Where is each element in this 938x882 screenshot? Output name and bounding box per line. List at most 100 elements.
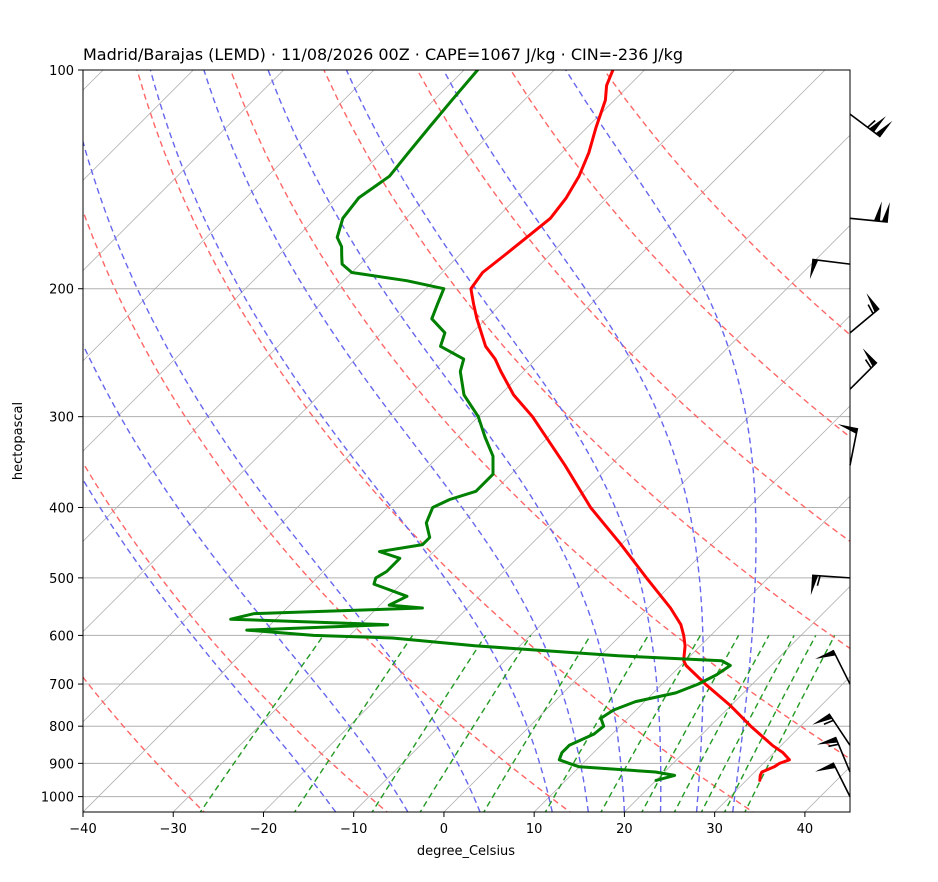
wind-barb [815,649,851,685]
wind-barbs [809,113,893,797]
dry-adiabat-line [136,70,755,812]
isotherm-line [83,70,555,542]
x-tick-label: 40 [797,822,814,837]
dewpoint-profile-line [229,70,732,782]
wind-barb [815,762,851,797]
mixing-ratio-line [199,634,324,812]
wind-barb-flag [881,202,890,223]
moist-adiabat-line [203,70,589,812]
x-tick-label: −20 [250,822,277,837]
y-tick-label: 900 [49,757,74,772]
wind-barb [810,574,851,596]
isotherm-line [83,70,645,633]
wind-barb [812,713,851,746]
y-tick-label: 400 [49,501,74,516]
isotherm-line [83,70,826,812]
wind-barb-flag [812,713,833,725]
wind-barb [849,348,878,390]
wind-barb-half-line [864,359,872,369]
x-tick-label: −30 [160,822,187,837]
wind-barb-staff [828,713,851,746]
y-tick-label: 700 [49,678,74,693]
isotherm-line [714,676,850,812]
plot-background [83,70,850,812]
wind-barb-flag [862,348,877,367]
wind-barb [849,293,880,334]
wind-barb-staff [849,113,881,138]
mixing-ratio-line [673,635,770,812]
wind-barb-flag [866,293,880,313]
wind-barb [849,113,893,138]
wind-barb-half-line [867,304,874,315]
wind-barb-flag [837,424,858,434]
isotherm-line [172,134,850,812]
x-tick-label: 20 [616,822,633,837]
wind-barb-half-line [816,575,821,586]
y-axis-label: hectopascal [11,402,26,480]
wind-barb-flag [810,575,819,596]
wind-barb-flag [816,736,838,745]
moist-adiabat-line [267,70,626,812]
isotherm-line [443,405,850,812]
background-lines [83,70,938,812]
wind-barb-staff [849,427,859,466]
mixing-ratio-line [544,635,649,812]
mixing-ratio-line [600,635,702,812]
wind-barb [837,424,859,466]
dry-adiabat-line [83,461,389,812]
isotherm-line [83,70,465,452]
x-tick-label: 30 [706,822,723,837]
wind-barb-staff [849,307,880,334]
temperature-profile-line [469,70,791,782]
wind-barb-staff [832,762,851,797]
y-tick-label: 600 [49,629,74,644]
chart-title: Madrid/Barajas (LEMD) · 11/08/2026 00Z ·… [83,45,683,64]
wind-barb-staff [812,258,851,265]
moist-adiabat-line [149,70,553,812]
isotherm-line [83,70,284,272]
mixing-ratio-line [482,635,592,812]
dry-adiabat-line [83,676,206,812]
wind-barb-staff [849,217,888,223]
wind-barb-half-line [867,119,876,128]
isotherm-line [83,70,375,362]
isotherm-line [83,70,736,723]
moist-adiabat-line [83,139,481,812]
axes: −40 −30 −20 −10 0 10 20 30 40 1000 900 800 700 600 500… [41,64,813,837]
y-tick-label: 500 [49,572,74,587]
isotherm-line [895,70,938,812]
x-axis-label: degree_Celsius [417,844,515,859]
moist-adiabat-line [83,343,409,812]
wind-barb-half-line [828,743,839,748]
moist-adiabat-line [83,478,337,812]
wind-barb-staff [849,361,878,390]
x-tick-label: 0 [440,822,448,837]
y-tick-label: 800 [49,720,74,735]
y-tick-label: 1000 [41,791,74,806]
y-tick-label: 300 [49,411,74,426]
x-tick-label: −40 [69,822,96,837]
y-tick-label: 100 [49,64,74,79]
wind-barb-flag [869,116,886,133]
wind-barb [816,736,851,773]
wind-barb-flag [809,259,819,280]
x-tick-label: 10 [526,822,543,837]
wind-barb-flag [815,762,836,772]
plot-frame [82,69,851,813]
mixing-ratio-line [293,635,414,812]
wind-barb-staff [812,574,851,579]
dry-adiabat-line [229,70,850,760]
wind-barb [809,258,851,280]
mixing-ratio-line [371,635,487,812]
dry-adiabat-line [323,70,850,650]
moist-adiabat-line [565,70,757,812]
y-tick-label: 200 [49,283,74,298]
wind-barb-flag [875,120,893,137]
wind-barb-staff [834,736,851,773]
x-tick-label: −10 [340,822,367,837]
mixing-ratio-line [419,635,532,812]
profile-lines [229,70,791,782]
wind-barb-half-line [823,719,834,725]
moist-adiabat-line [345,70,662,812]
